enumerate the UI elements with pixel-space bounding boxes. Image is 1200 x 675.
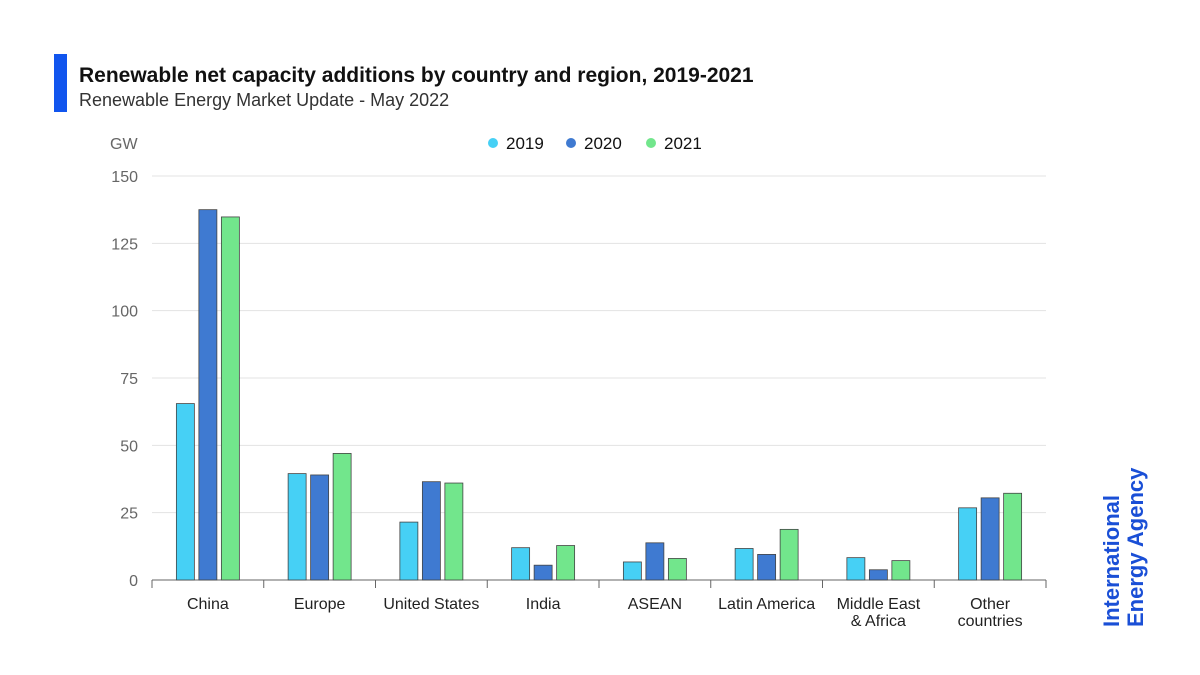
bar-2021 xyxy=(779,528,799,581)
iea-logo: International Energy Agency xyxy=(1099,457,1160,627)
bar-2021 xyxy=(667,558,687,581)
bar-2020 xyxy=(198,209,218,581)
bar-2021 xyxy=(891,560,911,581)
bar-2019 xyxy=(175,403,195,581)
y-tick-label: 125 xyxy=(111,236,138,253)
bar-2019 xyxy=(846,557,866,581)
x-category-label: Middle East xyxy=(837,596,921,613)
y-tick-label: 0 xyxy=(129,573,138,590)
y-tick-label: 50 xyxy=(120,438,138,455)
bar-2021 xyxy=(220,216,240,581)
bar-2019 xyxy=(287,473,307,581)
x-category-label: Europe xyxy=(294,596,346,613)
x-category-label: China xyxy=(187,596,229,613)
chart-title: Renewable net capacity additions by coun… xyxy=(79,64,754,87)
iea-logo-line-1: International xyxy=(1099,494,1124,627)
title-accent-bar xyxy=(54,54,67,112)
x-category-label: United States xyxy=(383,596,479,613)
bar-2021 xyxy=(332,453,352,581)
legend-label: 2019 xyxy=(506,134,544,153)
y-tick-label: 150 xyxy=(111,169,138,186)
bar-2019 xyxy=(734,548,754,581)
bar-2019 xyxy=(511,547,531,581)
bar-2021 xyxy=(444,482,464,581)
x-category-label: countries xyxy=(958,613,1023,630)
x-category-label: & Africa xyxy=(851,613,906,630)
bar-2020 xyxy=(868,569,888,581)
legend-label: 2020 xyxy=(584,134,622,153)
bar-2019 xyxy=(958,507,978,581)
bar-2019 xyxy=(622,561,642,581)
bar-2020 xyxy=(980,497,1000,581)
chart-subtitle: Renewable Energy Market Update - May 202… xyxy=(79,90,450,110)
x-category-label: Latin America xyxy=(718,596,815,613)
bar-2021 xyxy=(556,545,576,581)
bar-2020 xyxy=(757,554,777,581)
legend-marker-2020 xyxy=(566,138,576,148)
bar-2021 xyxy=(1003,492,1023,581)
x-category-label: ASEAN xyxy=(628,596,682,613)
bar-2019 xyxy=(399,521,419,581)
y-tick-label: 100 xyxy=(111,304,138,321)
bar-2020 xyxy=(645,542,665,581)
iea-logo-line-2: Energy Agency xyxy=(1123,467,1148,627)
bar-2020 xyxy=(421,481,441,581)
legend-marker-2021 xyxy=(646,138,656,148)
legend-marker-2019 xyxy=(488,138,498,148)
legend-label: 2021 xyxy=(664,134,702,153)
x-category-label: Other xyxy=(970,596,1011,613)
x-category-label: India xyxy=(526,596,561,613)
y-tick-label: 25 xyxy=(120,506,138,523)
bar-2020 xyxy=(533,564,553,581)
bar-2020 xyxy=(310,474,330,581)
y-axis-unit: GW xyxy=(110,136,138,153)
y-tick-label: 75 xyxy=(120,371,138,388)
